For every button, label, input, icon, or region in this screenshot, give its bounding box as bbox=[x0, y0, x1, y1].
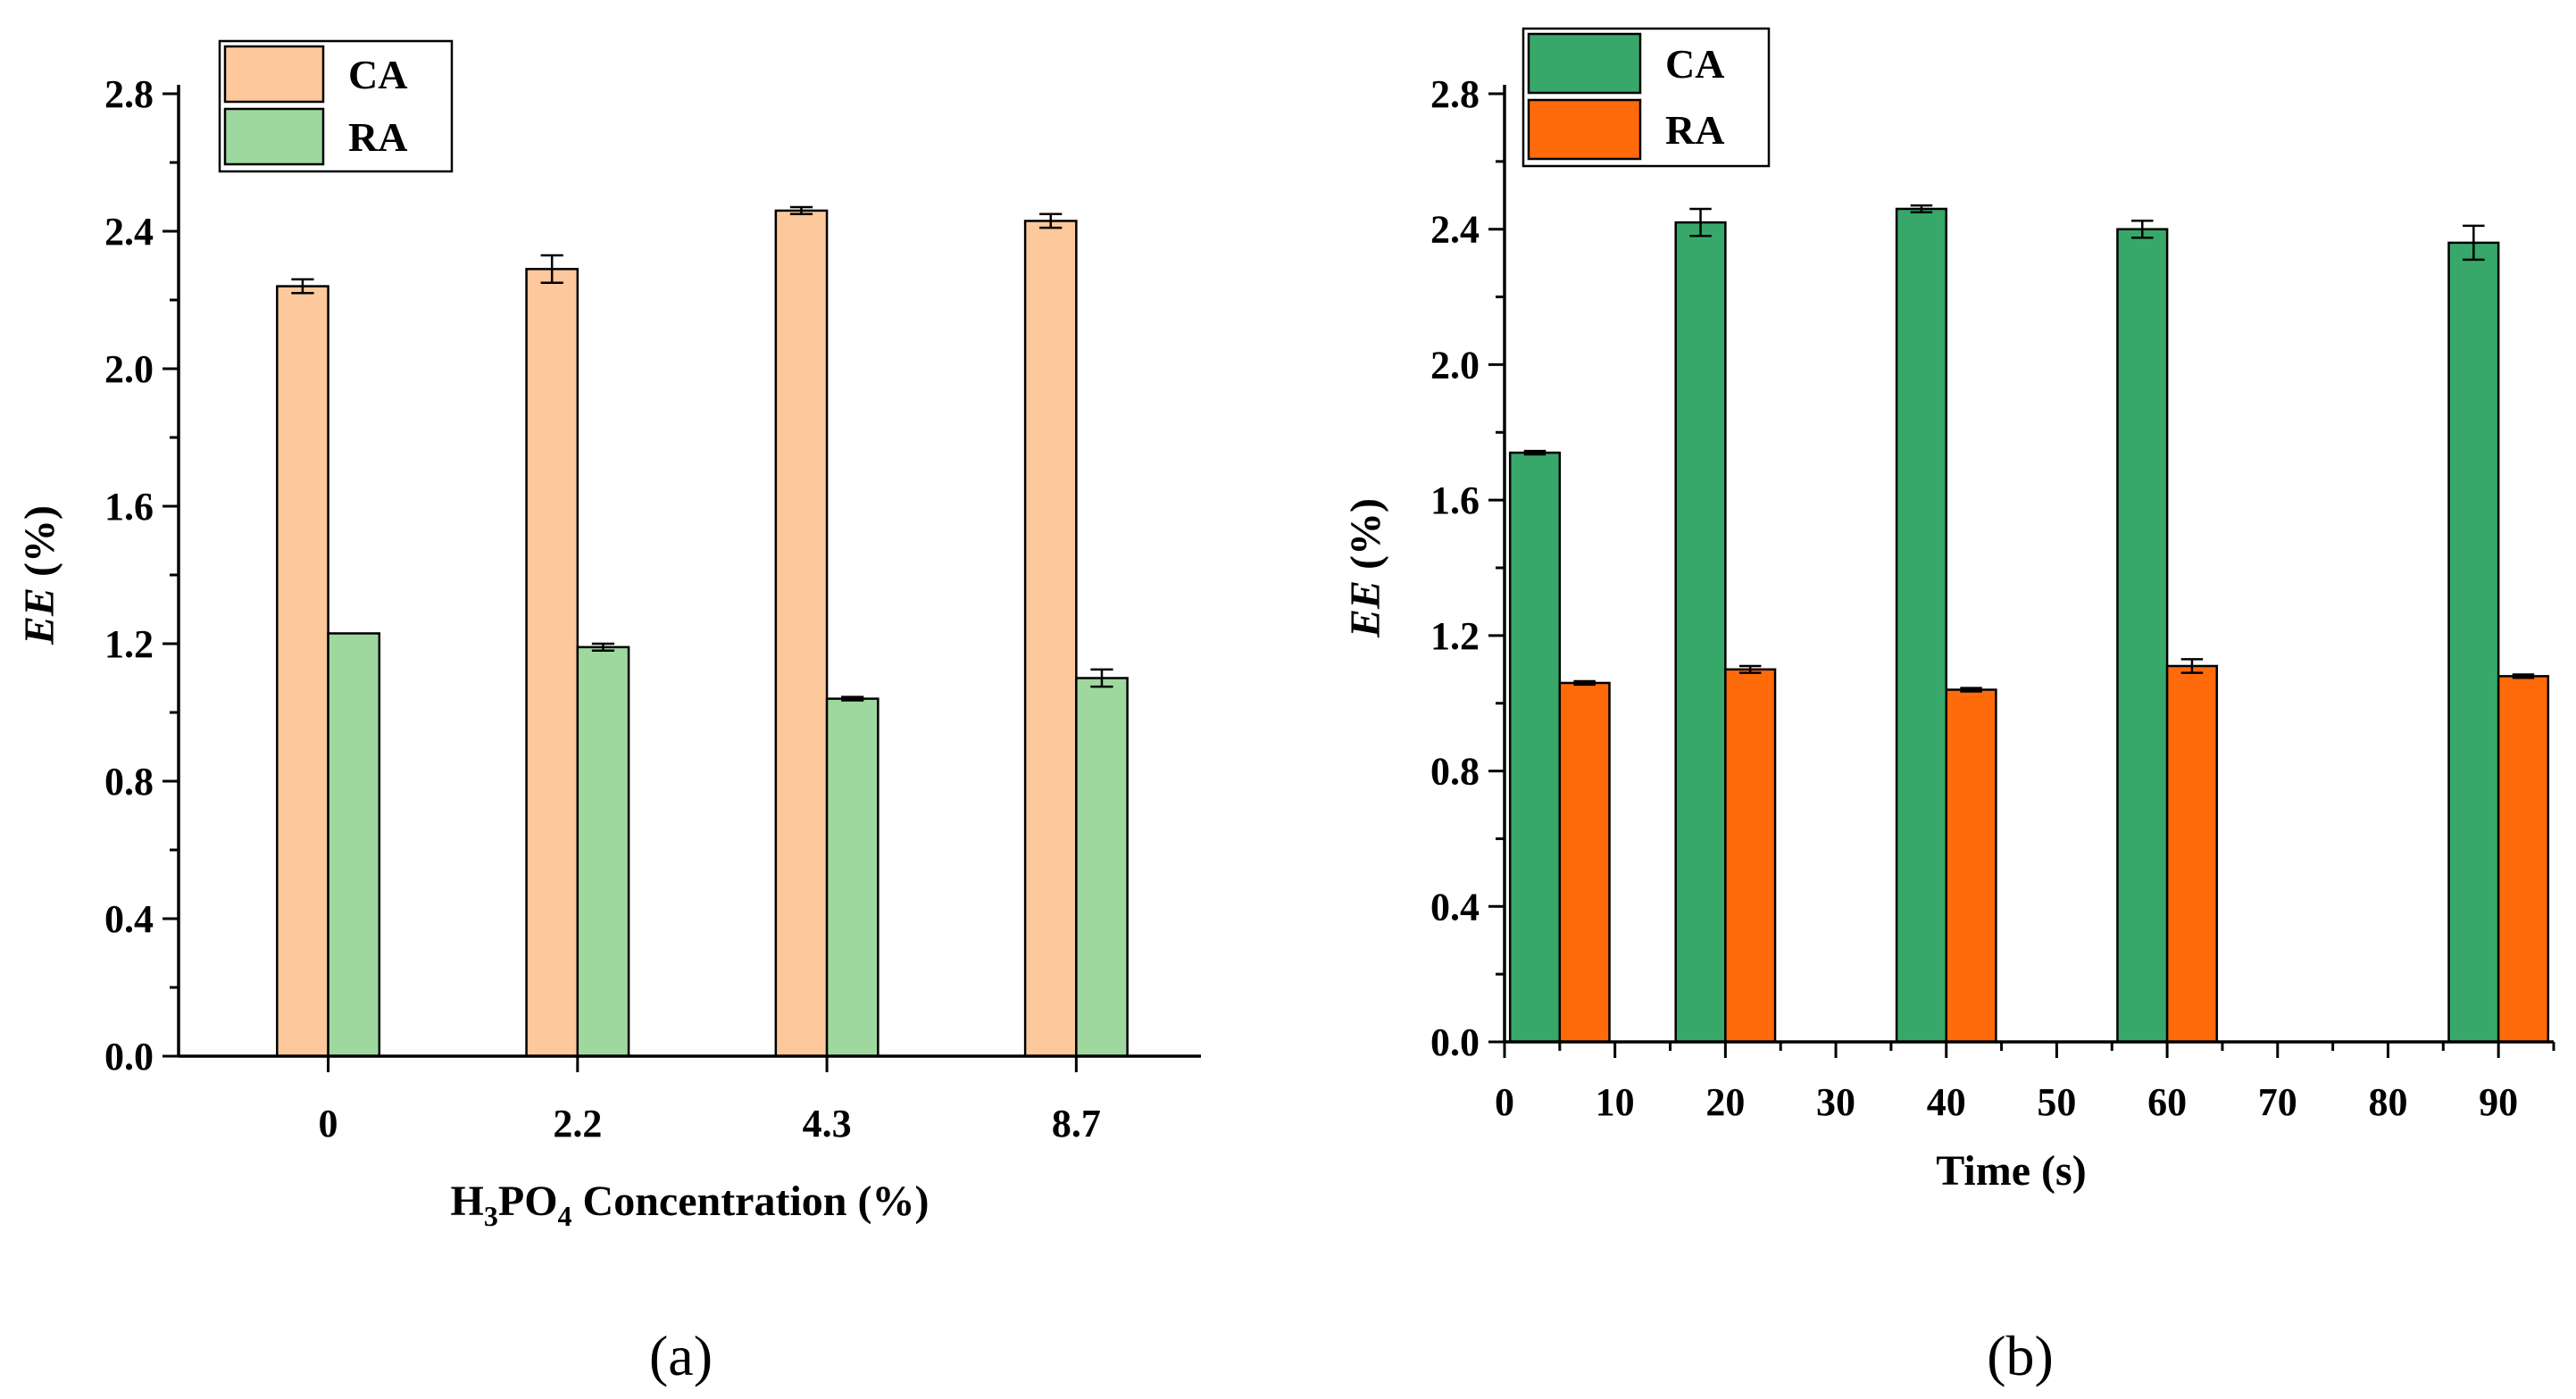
x-axis-title-part: 3 bbox=[484, 1200, 498, 1232]
y-tick-label: 1.6 bbox=[1430, 479, 1480, 522]
legend-label-ca: CA bbox=[348, 52, 407, 97]
x-axis-title: H3PO4 Concentration (%) bbox=[451, 1178, 930, 1232]
x-tick-label: 80 bbox=[2368, 1080, 2407, 1124]
x-tick-label: 50 bbox=[2037, 1080, 2076, 1124]
bar-ca-2.2 bbox=[525, 268, 579, 1058]
y-tick-label: 0.8 bbox=[104, 760, 154, 804]
panel-label: (a) bbox=[649, 1324, 713, 1387]
y-tick-label: 0.0 bbox=[1430, 1020, 1480, 1064]
bar-ra-0 bbox=[327, 632, 381, 1058]
y-axis-title: EE (%) bbox=[1342, 498, 1389, 638]
y-tick-label: 0.4 bbox=[104, 897, 154, 941]
y-tick-label: 1.6 bbox=[104, 485, 154, 529]
bar-ra-40 bbox=[1945, 688, 1997, 1044]
x-tick-label: 40 bbox=[1927, 1080, 1966, 1124]
x-axis-title-part: 4 bbox=[558, 1200, 572, 1232]
legend-label-ca: CA bbox=[1665, 41, 1724, 87]
legend-swatch-ra bbox=[223, 107, 325, 166]
legend: CA RA bbox=[218, 39, 454, 173]
x-tick-label: 10 bbox=[1596, 1080, 1635, 1124]
x-tick-label: 90 bbox=[2479, 1080, 2518, 1124]
x-tick-label: 0 bbox=[319, 1102, 338, 1145]
y-tick-label: 2.4 bbox=[104, 210, 154, 254]
x-tick-label: 30 bbox=[1816, 1080, 1855, 1124]
bar-ra-20 bbox=[1724, 668, 1777, 1044]
bar-ra-5 bbox=[1558, 681, 1611, 1044]
panel-label: (b) bbox=[1987, 1324, 2054, 1387]
bar-ca-0 bbox=[276, 285, 329, 1058]
x-axis-title-part: H bbox=[451, 1178, 484, 1225]
x-tick-label: 70 bbox=[2258, 1080, 2297, 1124]
bar-ra-2.2 bbox=[576, 645, 630, 1058]
y-tick-label: 0.0 bbox=[104, 1035, 154, 1078]
y-axis-title-rest: (%) bbox=[1342, 498, 1389, 580]
x-tick-label: 60 bbox=[2147, 1080, 2187, 1124]
y-axis-title-rest: (%) bbox=[16, 505, 63, 587]
x-axis-title-part: PO bbox=[498, 1178, 558, 1225]
bar-ca-4.3 bbox=[774, 209, 829, 1058]
legend-label-ra: RA bbox=[1665, 107, 1724, 153]
x-tick-label: 0 bbox=[1495, 1080, 1514, 1124]
y-axis-title-italic: EE bbox=[1342, 580, 1389, 638]
bar-ca-40 bbox=[1895, 207, 1947, 1044]
x-tick-label: 2.2 bbox=[553, 1102, 602, 1145]
bar-ra-8.7 bbox=[1075, 677, 1129, 1058]
x-tick-label: 20 bbox=[1705, 1080, 1745, 1124]
x-tick-label: 8.7 bbox=[1052, 1102, 1101, 1145]
y-tick-label: 0.4 bbox=[1430, 885, 1480, 929]
y-tick-label: 1.2 bbox=[104, 622, 154, 666]
legend-frame bbox=[1521, 27, 1771, 168]
y-tick-label: 2.8 bbox=[104, 72, 154, 116]
bar-ra-90 bbox=[2497, 675, 2550, 1044]
legend: CA RA bbox=[1521, 27, 1771, 168]
bar-ra-4.3 bbox=[825, 697, 880, 1058]
bar-ca-90 bbox=[2447, 241, 2500, 1044]
x-tick-label: 4.3 bbox=[803, 1102, 852, 1145]
legend-swatch-ra bbox=[1527, 98, 1642, 161]
y-tick-label: 0.8 bbox=[1430, 750, 1480, 794]
y-tick-label: 2.0 bbox=[104, 347, 154, 391]
legend-swatch-ca bbox=[1527, 32, 1642, 95]
x-axis-title-part: Concentration (%) bbox=[572, 1178, 930, 1225]
y-tick-label: 2.4 bbox=[1430, 208, 1480, 252]
chart-panel-b: 0.0 0.4 0.8 1.2 1.6 2.0 2.4 2.8 EE (%) 0 10 20 30 40 5… bbox=[1342, 27, 2555, 1387]
y-tick-label: 1.2 bbox=[1430, 614, 1480, 658]
bar-ca-8.7 bbox=[1023, 220, 1078, 1058]
x-axis-title: Time (s) bbox=[1936, 1147, 2086, 1195]
bar-ca-5 bbox=[1508, 451, 1562, 1044]
bar-ca-60 bbox=[2116, 228, 2169, 1044]
y-tick-label: 2.8 bbox=[1430, 72, 1480, 116]
chart-panel-a: 0.0 0.4 0.8 1.2 1.6 2.0 2.4 2.8 EE (%) 0 2.2 4.3 8.7… bbox=[16, 39, 1201, 1387]
legend-label-ra: RA bbox=[348, 114, 407, 160]
y-tick-label: 2.0 bbox=[1430, 343, 1480, 387]
legend-frame bbox=[218, 39, 454, 173]
y-axis-title-italic: EE bbox=[16, 587, 63, 645]
bar-ca-20 bbox=[1674, 221, 1727, 1044]
legend-swatch-ca bbox=[223, 45, 325, 104]
bar-ra-60 bbox=[2165, 664, 2219, 1044]
y-axis-title: EE (%) bbox=[16, 505, 63, 645]
